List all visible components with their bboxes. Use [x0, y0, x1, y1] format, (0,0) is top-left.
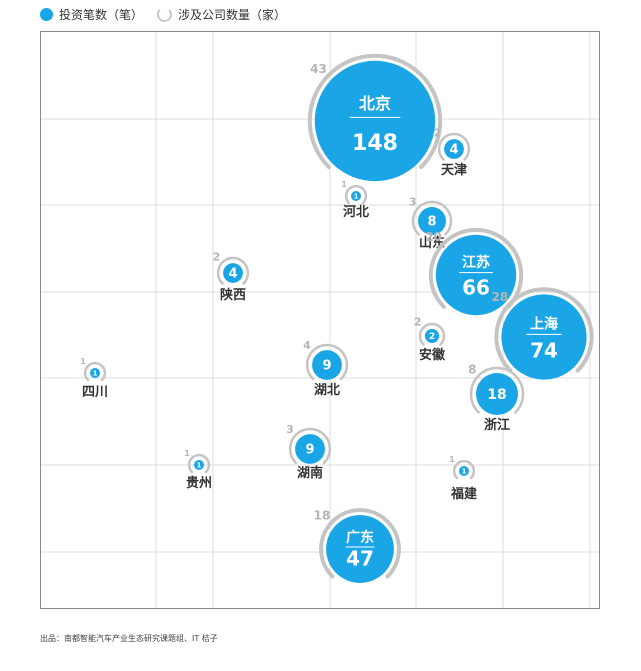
region-北京: 43 北京 148 [307, 53, 443, 182]
company-count-ring [83, 361, 107, 382]
region-name-label: 浙江 [484, 417, 510, 433]
investment-bubble [418, 207, 446, 235]
region-湖北: 49 湖北 [303, 339, 349, 398]
company-count-label: 18 [314, 508, 331, 522]
investment-count-label: 9 [305, 443, 314, 458]
region-name-label: 广东 [346, 529, 374, 546]
company-count-label: 1 [341, 180, 347, 189]
company-count-label: 2 [414, 315, 422, 328]
region-浙江: 8 18 浙江 [468, 363, 525, 433]
region-四川: 11 四川 [80, 357, 108, 400]
region-name-label: 贵州 [186, 475, 212, 491]
investment-bubble [312, 350, 342, 380]
region-name-label: 北京 [359, 94, 391, 113]
investment-count-label: 4 [228, 267, 237, 282]
investment-bubble [326, 515, 394, 583]
company-count-label: 4 [303, 339, 311, 352]
investment-count-label: 1 [93, 370, 98, 378]
plot-frame [40, 31, 600, 609]
company-count-label: 1 [80, 357, 86, 366]
investment-bubble [435, 234, 517, 316]
investment-bubble [90, 368, 100, 378]
region-name-label: 上海 [530, 316, 558, 333]
investment-count-label: 4 [449, 143, 458, 158]
investment-bubble [501, 294, 587, 380]
company-count-label: 28 [491, 290, 508, 304]
company-count-ring [305, 343, 349, 381]
region-河北: 11 河北 [341, 180, 369, 220]
region-江苏: 20 江苏 66 [425, 227, 524, 316]
investment-bubble [459, 466, 469, 476]
investment-bubble [194, 460, 204, 470]
company-count-label: 2 [213, 250, 221, 263]
company-count-ring [452, 459, 476, 480]
region-天津: 24 天津 [434, 126, 471, 178]
investment-count-label: 2 [429, 332, 435, 342]
investment-count-label: 47 [346, 546, 374, 570]
investment-count-label: 18 [487, 387, 506, 403]
investment-count-label: 9 [322, 359, 331, 374]
chart-legend: 投资笔数（笔） 涉及公司数量（家） [40, 6, 286, 22]
investment-count-label: 74 [530, 338, 558, 362]
investment-count-label: 8 [427, 215, 436, 230]
company-count-label: 3 [286, 423, 294, 436]
region-福建: 11 福建 [449, 455, 477, 502]
region-name-label: 安徽 [419, 347, 446, 363]
company-count-label: 8 [468, 363, 476, 377]
investment-count-label: 66 [462, 275, 490, 299]
region-name-label: 湖南 [297, 465, 323, 481]
company-count-label: 2 [434, 126, 442, 139]
investment-bubble [295, 434, 325, 464]
region-name-label: 河北 [343, 204, 369, 220]
region-陕西: 24 陕西 [213, 250, 250, 303]
source-credit: 出品：南都智能汽车产业生态研究课题组、IT 桔子 [40, 634, 218, 643]
company-count-ring [494, 287, 594, 373]
company-count-label: 3 [409, 195, 417, 208]
region-贵州: 11 贵州 [184, 449, 212, 491]
investment-bubble [476, 373, 518, 415]
investment-count-label: 1 [354, 193, 359, 201]
investment-count-label: 1 [462, 468, 467, 476]
company-count-ring [469, 366, 525, 414]
investment-count-legend-label: 投资笔数（笔） [59, 7, 144, 22]
investment-bubble [223, 263, 243, 283]
region-湖南: 39 湖南 [286, 423, 332, 481]
region-name-label: 湖北 [314, 383, 340, 398]
company-count-legend-ring [157, 6, 173, 22]
company-count-ring [411, 200, 453, 236]
company-count-ring [344, 184, 368, 205]
investment-bubble [351, 191, 361, 201]
company-count-ring [418, 322, 446, 346]
company-count-ring [216, 256, 250, 285]
investment-count-label: 1 [197, 462, 202, 470]
region-name-label: 福建 [450, 486, 477, 502]
investment-bubble [444, 139, 464, 159]
region-name-label: 天津 [441, 162, 467, 178]
company-count-legend-label: 涉及公司数量（家） [178, 7, 287, 22]
company-count-ring [437, 132, 471, 161]
company-count-ring [307, 53, 443, 170]
region-name-label: 四川 [82, 385, 108, 400]
region-上海: 28 上海 74 [491, 287, 594, 380]
company-count-ring [187, 453, 211, 474]
company-count-label: 20 [425, 230, 442, 244]
company-count-label: 1 [184, 449, 190, 458]
company-count-label: 1 [449, 455, 455, 464]
region-安徽: 22 安徽 [414, 315, 446, 363]
company-count-ring [288, 427, 332, 465]
company-count-ring [428, 227, 524, 309]
region-name-label: 陕西 [220, 287, 246, 303]
investment-count-label: 148 [352, 131, 398, 156]
investment-bubble [425, 329, 439, 343]
company-count-label: 43 [310, 62, 327, 76]
investment-count-legend-dot [40, 7, 53, 21]
company-count-ring [319, 508, 401, 579]
region-name-label: 江苏 [462, 254, 490, 271]
investment-bubble [314, 60, 436, 182]
